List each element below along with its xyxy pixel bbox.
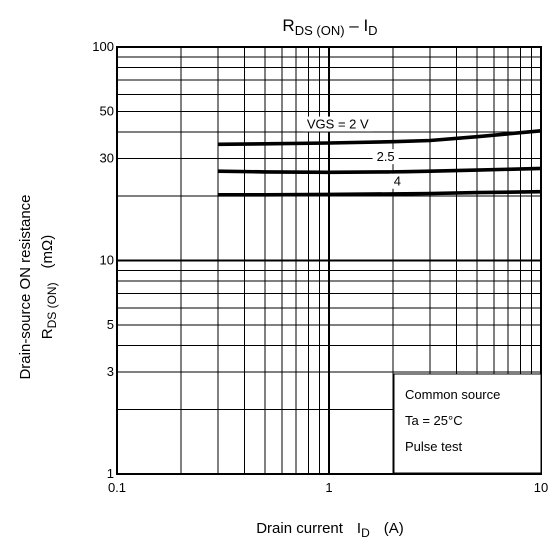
title-subscript: DS (ON) [295, 23, 345, 38]
curves [218, 129, 542, 197]
x-axis-label: Drain current ID (A) [256, 520, 404, 540]
curve-label-bg [372, 149, 399, 165]
y-tick-label: 50 [100, 103, 114, 118]
x-tick-label: 0.1 [108, 480, 126, 495]
y-axis-subscript: DS (ON) [45, 282, 59, 328]
title-dash: – I [345, 16, 369, 35]
y-axis-label: Drain-source ON resistance [17, 194, 34, 379]
curve-label-vgs-4v: 4 [389, 173, 405, 189]
y-tick-label: 100 [92, 39, 114, 54]
conditions-box-frame [393, 373, 542, 474]
y-tick-label: 5 [107, 317, 114, 332]
curve-label-bg [302, 116, 373, 132]
note-pulse-test: Pulse test [405, 439, 462, 454]
plot-frame [116, 46, 542, 475]
curve-label-text: VGS = 2 V [307, 117, 369, 132]
conditions-box: Common source Ta = 25°C Pulse test [393, 373, 542, 474]
y-tick-label: 10 [100, 253, 114, 268]
x-tick-label: 10 [534, 480, 548, 495]
curve-label-vgs-2v: VGS = 2 V [302, 116, 373, 132]
x-tick-label: 1 [325, 480, 332, 495]
curve-vgs-2-5v [218, 166, 542, 175]
x-axis-unit: (A) [384, 520, 404, 537]
curve-labels: VGS = 2 V 2.5 4 [302, 116, 405, 189]
x-axis-text: Drain current [256, 520, 344, 537]
curve-label-text: 2.5 [377, 149, 395, 164]
y-axis-symbol: R [39, 328, 56, 339]
curve-vgs-4v [218, 189, 542, 197]
y-axis-label-symbol-line: RDS (ON) (mΩ) [39, 235, 59, 340]
title-symbol: R [282, 16, 294, 35]
x-axis-symbol: I [357, 520, 361, 537]
y-tick-label: 3 [107, 364, 114, 379]
x-axis-subscript: D [361, 526, 370, 540]
y-axis-unit: (mΩ) [39, 235, 56, 269]
title-subscript-2: D [368, 23, 377, 38]
y-tick-label: 30 [100, 151, 114, 166]
curve-label-text: 4 [394, 174, 401, 189]
y-tick-label: 1 [107, 466, 114, 481]
y-axis-label-line1: Drain-source ON resistance [17, 194, 34, 379]
note-temperature: Ta = 25°C [405, 413, 463, 428]
chart-title: RDS (ON) – ID [282, 16, 377, 38]
curve-label-bg [389, 173, 405, 189]
note-common-source: Common source [405, 387, 500, 402]
curve-vgs-2v [218, 129, 542, 147]
curve-label-vgs-2-5v: 2.5 [372, 149, 399, 165]
